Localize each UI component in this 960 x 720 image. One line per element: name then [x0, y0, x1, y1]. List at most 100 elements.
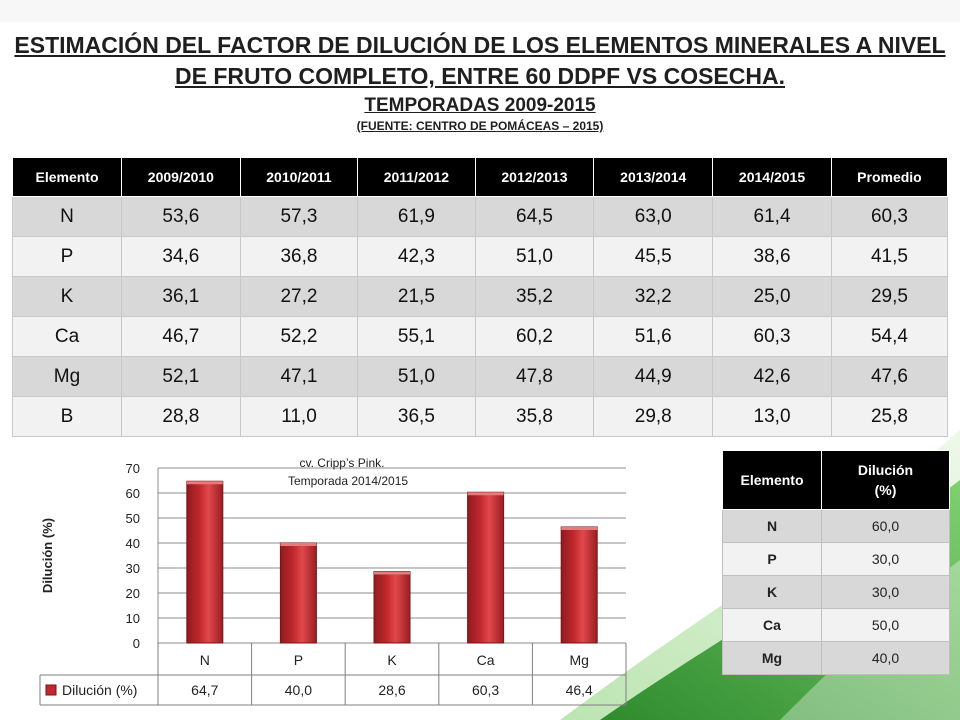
y-tick-label: 50 [126, 511, 140, 526]
table-cell: 64,5 [474, 196, 595, 237]
y-tick-label: 20 [126, 586, 140, 601]
legend-swatch [45, 684, 57, 696]
table-cell: 51,6 [593, 316, 714, 357]
table-cell: 34,6 [121, 236, 241, 277]
table-cell: 30,0 [821, 575, 950, 609]
side-table-header-row: Elemento Dilución (%) [722, 450, 950, 510]
bar-top-N [186, 481, 223, 485]
table-cell: 63,0 [593, 196, 714, 237]
table-cell: K [722, 575, 822, 609]
side-header-elemento: Elemento [722, 450, 822, 510]
table-cell: 13,0 [712, 396, 832, 437]
table-cell: 28,8 [121, 396, 241, 437]
table-cell: P [12, 236, 122, 277]
data-label: 40,0 [285, 682, 312, 698]
bar-top-P [280, 543, 317, 546]
table-cell: 35,8 [474, 396, 595, 437]
table-row: Mg 40,0 [722, 641, 950, 675]
table-cell: 57,3 [239, 196, 359, 237]
table-cell: 41,5 [830, 236, 949, 277]
table-cell: 38,6 [712, 236, 832, 277]
table-cell: 51,0 [474, 236, 595, 277]
page-title-line-2: DE FRUTO COMPLETO, ENTRE 60 DDPF VS COSE… [174, 63, 785, 89]
table-cell: 27,2 [239, 276, 359, 317]
table-row: Mg 52,1 47,1 51,0 47,8 44,9 42,6 47,6 [12, 356, 949, 397]
x-tick-label: Mg [569, 652, 588, 668]
bar-Ca [467, 491, 505, 644]
table-cell: N [722, 509, 822, 543]
y-tick-label: 60 [126, 486, 140, 501]
table-cell: 30,0 [821, 542, 950, 576]
y-tick-label: 40 [126, 536, 140, 551]
bar-P [279, 542, 317, 644]
dilution-table-header-row: Elemento 2009/2010 2010/2011 2011/2012 2… [12, 157, 949, 197]
table-cell: 21,5 [357, 276, 476, 317]
table-row: Ca 46,7 52,2 55,1 60,2 51,6 60,3 54,4 [12, 316, 949, 357]
header-2009-2010: 2009/2010 [121, 157, 241, 197]
table-cell: Ca [722, 608, 822, 642]
table-cell: 55,1 [357, 316, 476, 357]
bar-K [373, 571, 411, 644]
bar-Mg [560, 526, 598, 644]
table-cell: 32,2 [593, 276, 714, 317]
table-cell: 52,1 [121, 356, 241, 397]
table-row: P 30,0 [722, 542, 950, 576]
data-label: 60,3 [472, 682, 499, 698]
table-cell: K [12, 276, 122, 317]
header-2012-2013: 2012/2013 [474, 157, 595, 197]
table-cell: 60,2 [474, 316, 595, 357]
y-axis-label: Dilución (%) [40, 518, 55, 593]
table-cell: 25,8 [830, 396, 949, 437]
x-tick-label: P [294, 652, 303, 668]
bar-top-Mg [561, 527, 598, 530]
table-cell: 29,5 [830, 276, 949, 317]
table-cell: 47,1 [239, 356, 359, 397]
header-2011-2012: 2011/2012 [357, 157, 476, 197]
table-cell: 60,3 [712, 316, 832, 357]
table-cell: N [12, 196, 122, 237]
dilution-reference-table: Elemento Dilución (%) N 60,0 P 30,0 K 30… [722, 450, 950, 675]
table-cell: 29,8 [593, 396, 714, 437]
table-row: K 36,1 27,2 21,5 35,2 32,2 25,0 29,5 [12, 276, 949, 317]
table-cell: Ca [12, 316, 122, 357]
table-row: N 60,0 [722, 509, 950, 543]
title-block: ESTIMACIÓN DEL FACTOR DE DILUCIÓN DE LOS… [0, 30, 960, 134]
header-promedio: Promedio [830, 157, 949, 197]
chart-subtitle: Temporada 2014/2015 [288, 474, 408, 488]
table-cell: 51,0 [357, 356, 476, 397]
table-cell: Mg [722, 641, 822, 675]
table-cell: 45,5 [593, 236, 714, 277]
header-2010-2011: 2010/2011 [239, 157, 359, 197]
table-cell: 50,0 [821, 608, 950, 642]
x-tick-label: N [200, 652, 210, 668]
header-2013-2014: 2013/2014 [593, 157, 714, 197]
bar-N [186, 480, 224, 644]
bar-top-Ca [467, 492, 504, 496]
table-cell: 61,9 [357, 196, 476, 237]
x-tick-label: K [387, 652, 397, 668]
chart-title: cv. Cripp’s Pink. [300, 456, 385, 470]
table-cell: 11,0 [239, 396, 359, 437]
header-elemento: Elemento [12, 157, 122, 197]
table-cell: 52,2 [239, 316, 359, 357]
page-source: (FUENTE: CENTRO DE POMÁCEAS – 2015) [356, 119, 604, 133]
y-tick-label: 10 [126, 611, 140, 626]
legend-label: Dilución (%) [62, 682, 137, 698]
data-label: 28,6 [378, 682, 405, 698]
x-tick-label: Ca [477, 652, 495, 668]
table-row: P 34,6 36,8 42,3 51,0 45,5 38,6 41,5 [12, 236, 949, 277]
table-cell: 36,1 [121, 276, 241, 317]
table-cell: 35,2 [474, 276, 595, 317]
data-label: 64,7 [191, 682, 218, 698]
dilution-table: Elemento 2009/2010 2010/2011 2011/2012 2… [12, 157, 949, 437]
table-cell: 42,6 [712, 356, 832, 397]
y-tick-label: 70 [126, 461, 140, 476]
table-cell: 25,0 [712, 276, 832, 317]
table-row: K 30,0 [722, 575, 950, 609]
table-cell: 36,8 [239, 236, 359, 277]
table-cell: P [722, 542, 822, 576]
side-header-dilucion: Dilución (%) [821, 450, 950, 510]
table-row: N 53,6 57,3 61,9 64,5 63,0 61,4 60,3 [12, 196, 949, 237]
table-row: B 28,8 11,0 36,5 35,8 29,8 13,0 25,8 [12, 396, 949, 437]
table-cell: Mg [12, 356, 122, 397]
